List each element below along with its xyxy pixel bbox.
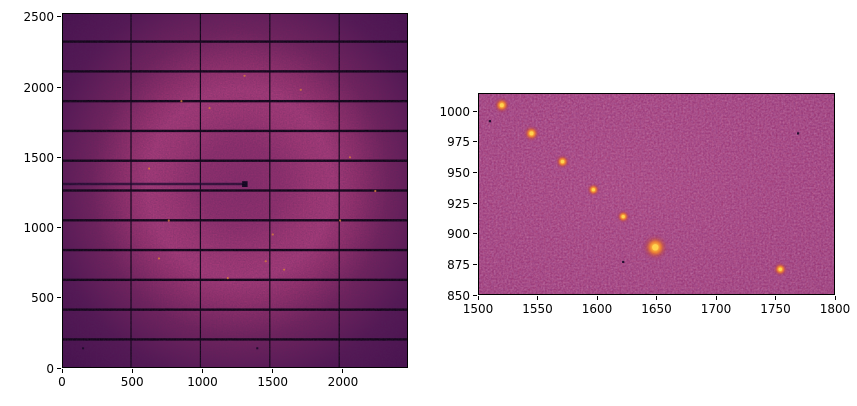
y-tick-mark xyxy=(57,297,61,299)
bragg-peaks xyxy=(493,96,788,277)
y-tick-mark xyxy=(473,294,477,296)
y-tick-label: 500 xyxy=(31,291,54,306)
axes-frame xyxy=(62,13,408,368)
y-tick-label: 1000 xyxy=(23,221,54,236)
y-tick-mark xyxy=(473,233,477,235)
x-tick-label: 0 xyxy=(58,375,66,389)
detector-full-plot xyxy=(62,13,408,368)
x-tick-label: 1550 xyxy=(522,302,553,316)
x-tick-label: 1800 xyxy=(819,302,851,316)
noise-texture-light xyxy=(478,93,835,295)
x-tick-mark xyxy=(834,296,836,300)
y-tick-mark xyxy=(473,172,477,174)
x-tick-label: 500 xyxy=(120,375,144,389)
y-tick-mark xyxy=(57,86,61,88)
x-tick-label: 1650 xyxy=(641,302,672,316)
x-tick-label: 1700 xyxy=(700,302,732,316)
x-tick-mark xyxy=(537,296,538,300)
y-tick-label: 2000 xyxy=(23,80,54,95)
y-tick-label: 850 xyxy=(447,288,470,303)
x-tick-label: 1000 xyxy=(187,375,218,389)
x-tick-label: 2000 xyxy=(327,375,359,389)
y-tick-label: 875 xyxy=(447,257,470,272)
x-tick-mark xyxy=(477,296,479,300)
y-tick-label: 900 xyxy=(447,227,470,242)
x-tick-mark xyxy=(201,369,203,373)
y-tick-mark xyxy=(57,156,61,158)
y-tick-mark xyxy=(57,227,61,229)
y-tick-label: 0 xyxy=(46,361,54,376)
x-tick-mark xyxy=(342,369,344,373)
x-tick-mark xyxy=(61,369,63,373)
y-tick-label: 1000 xyxy=(439,104,470,119)
y-tick-label: 950 xyxy=(447,166,470,181)
axes-frame xyxy=(478,93,835,295)
y-tick-mark xyxy=(57,16,61,18)
x-tick-mark xyxy=(596,296,598,300)
x-tick-label: 1600 xyxy=(581,302,613,316)
x-tick-mark xyxy=(775,296,776,300)
y-tick-label: 1500 xyxy=(23,150,54,165)
x-tick-label: 1500 xyxy=(462,302,494,316)
y-tick-mark xyxy=(473,263,477,265)
x-tick-mark xyxy=(272,369,274,373)
y-tick-mark xyxy=(57,367,61,369)
x-tick-label: 1750 xyxy=(760,302,791,316)
y-tick-mark xyxy=(473,141,477,143)
dead-pixels xyxy=(488,120,800,263)
x-tick-mark xyxy=(715,296,717,300)
y-tick-label: 2500 xyxy=(23,10,54,25)
y-tick-label: 925 xyxy=(447,196,470,211)
x-tick-label: 1500 xyxy=(257,375,288,389)
detector-zoom-image xyxy=(478,93,835,295)
detector-full-image xyxy=(62,13,408,368)
detector-zoom-plot xyxy=(478,93,835,295)
y-tick-mark xyxy=(473,202,477,204)
noise-texture xyxy=(62,13,408,368)
y-tick-label: 975 xyxy=(447,135,470,150)
x-tick-mark xyxy=(656,296,657,300)
y-tick-mark xyxy=(473,110,477,112)
x-tick-mark xyxy=(131,369,133,373)
